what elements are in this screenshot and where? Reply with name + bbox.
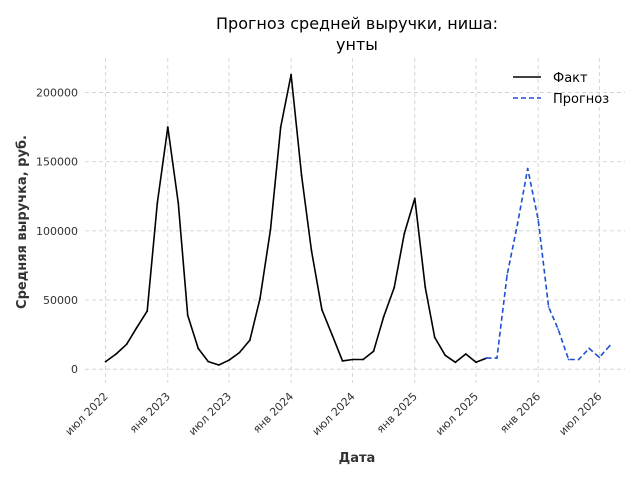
data-point-fact	[475, 361, 477, 364]
data-point-fact	[300, 174, 303, 177]
data-point-fact	[341, 360, 344, 362]
grid	[85, 58, 625, 383]
x-tick-label: июл 2023	[186, 390, 234, 438]
legend-label-forecast: Прогноз	[553, 92, 609, 107]
data-point-fact	[279, 126, 282, 128]
data-point-fact	[403, 232, 406, 235]
data-point-forecast	[526, 167, 529, 170]
data-point-fact	[382, 315, 385, 318]
data-point-fact	[156, 202, 159, 205]
data-point-forecast	[567, 358, 570, 361]
x-tick-label: янв 2024	[250, 390, 296, 436]
legend-label-fact: Факт	[553, 71, 588, 86]
data-point-fact	[217, 364, 220, 366]
x-tick-label: июл 2025	[433, 390, 481, 438]
y-tick-label: 200000	[36, 87, 78, 100]
series-line-forecast	[486, 167, 611, 361]
data-point-fact	[331, 333, 333, 336]
x-tick-label: янв 2026	[497, 390, 543, 436]
legend: Факт Прогноз	[513, 71, 609, 107]
data-point-forecast	[547, 306, 550, 308]
data-point-fact	[259, 297, 261, 300]
data-point-forecast	[537, 218, 540, 221]
data-point-forecast	[557, 328, 559, 330]
data-point-fact	[186, 314, 189, 317]
data-point-fact	[464, 353, 467, 355]
data-point-fact	[321, 308, 323, 311]
data-point-fact	[413, 197, 416, 200]
data-point-fact	[228, 359, 230, 362]
data-point-fact	[135, 326, 138, 329]
y-tick-labels: 0 50000 100000 150000 200000	[36, 87, 78, 377]
y-tick-label: 50000	[43, 294, 78, 307]
data-point-forecast	[598, 356, 601, 359]
data-point-forecast	[608, 344, 611, 347]
x-axis-label: Дата	[339, 451, 376, 466]
data-point-fact	[362, 358, 364, 361]
data-point-fact	[269, 228, 272, 231]
data-point-fact	[166, 126, 169, 128]
data-point-fact	[310, 249, 313, 252]
y-tick-label: 150000	[36, 156, 78, 169]
y-tick-label: 100000	[36, 225, 78, 238]
data-point-forecast	[516, 223, 519, 225]
data-point-forecast	[506, 274, 508, 276]
data-point-fact	[424, 286, 427, 289]
series-lines	[104, 73, 611, 366]
data-point-fact	[433, 336, 436, 339]
x-tick-label: янв 2023	[127, 390, 173, 436]
y-tick-label: 0	[71, 363, 78, 376]
data-point-fact	[104, 360, 107, 363]
data-point-fact	[125, 343, 128, 346]
data-point-forecast	[496, 357, 498, 359]
data-point-forecast	[485, 357, 488, 359]
data-point-fact	[249, 339, 251, 341]
chart-title-line-2: унты	[336, 35, 378, 54]
chart-title-line-1: Прогноз средней выручки, ниша:	[216, 14, 498, 33]
x-tick-label: янв 2025	[374, 390, 420, 436]
data-point-fact	[444, 354, 447, 357]
data-point-fact	[454, 361, 457, 364]
data-point-forecast	[577, 358, 580, 361]
series-line-fact	[105, 73, 487, 366]
x-tick-label: июл 2024	[310, 390, 358, 438]
x-tick-label: июл 2026	[556, 390, 604, 438]
data-point-fact	[393, 286, 396, 289]
data-point-fact	[177, 202, 180, 205]
data-point-fact	[290, 73, 292, 76]
x-tick-labels: июл 2022 янв 2023 июл 2023 янв 2024 июл 2024…	[63, 390, 605, 438]
data-point-fact	[372, 350, 375, 353]
data-point-forecast	[588, 347, 591, 350]
data-point-fact	[238, 351, 241, 354]
data-point-fact	[197, 347, 200, 350]
data-point-fact	[207, 360, 210, 363]
data-point-fact	[146, 310, 149, 312]
x-tick-label: июл 2022	[63, 390, 111, 438]
data-point-fact	[351, 358, 354, 361]
data-point-fact	[115, 353, 117, 355]
y-axis-label: Средняя выручка, руб.	[15, 135, 30, 309]
